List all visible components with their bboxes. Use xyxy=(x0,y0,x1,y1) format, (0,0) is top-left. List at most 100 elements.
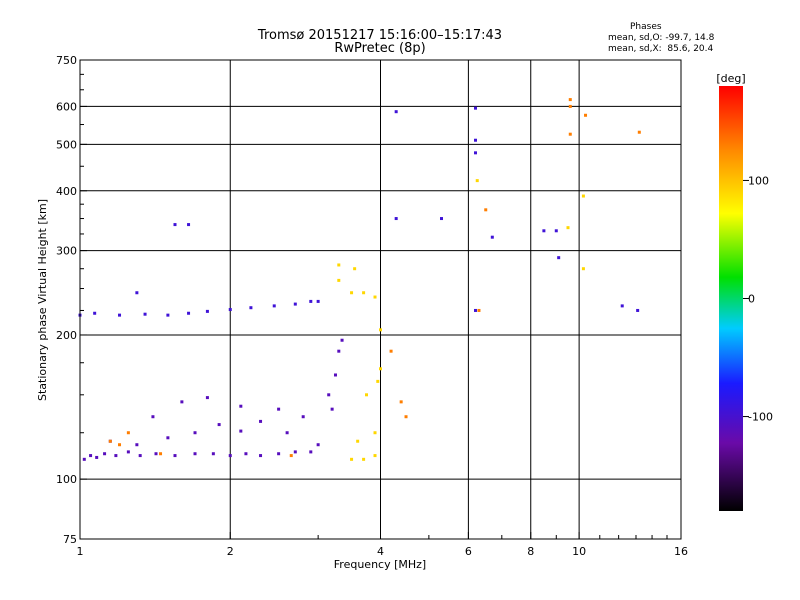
echo-point xyxy=(187,311,191,315)
echo-point xyxy=(394,217,398,221)
echo-point xyxy=(293,302,297,306)
echo-point xyxy=(379,367,382,371)
echo-point xyxy=(289,454,293,458)
echo-point xyxy=(542,229,546,233)
echo-point xyxy=(205,396,209,400)
echo-point xyxy=(154,452,158,456)
x-tick-label: 2 xyxy=(227,545,234,558)
echo-point xyxy=(356,439,360,443)
echo-point xyxy=(228,454,232,458)
echo-point xyxy=(259,454,263,458)
echo-point xyxy=(473,106,477,110)
echo-point xyxy=(337,278,341,282)
x-tick-label: 6 xyxy=(465,545,472,558)
echo-point xyxy=(353,267,357,271)
echo-point xyxy=(173,454,177,458)
echo-point xyxy=(193,431,197,435)
y-tick-label: 75 xyxy=(63,533,77,546)
chart-subtitle: RwPretec (8p) xyxy=(334,41,426,56)
echo-point xyxy=(473,308,477,312)
echo-point xyxy=(490,235,494,239)
x-tick-label: 8 xyxy=(527,545,534,558)
colorbar-tick-label: 0 xyxy=(748,293,755,306)
echo-point xyxy=(277,452,281,456)
echo-point xyxy=(277,407,281,411)
echo-point xyxy=(389,349,393,353)
x-tick-label: 1 xyxy=(77,545,84,558)
colorbar xyxy=(719,86,743,511)
echo-point xyxy=(440,217,444,221)
phases-heading: Phases xyxy=(630,22,662,32)
echo-point xyxy=(95,455,99,459)
echo-point xyxy=(193,452,197,456)
phase-stats-o: mean, sd,O: -99.7, 14.8 xyxy=(608,33,715,43)
echo-point xyxy=(259,419,263,423)
echo-point xyxy=(333,373,337,377)
echo-point xyxy=(285,431,289,435)
y-tick-label: 500 xyxy=(56,138,77,151)
echo-point xyxy=(309,450,313,454)
colorbar-label: [deg] xyxy=(716,72,745,85)
echo-point xyxy=(159,452,163,456)
echo-point xyxy=(293,450,297,454)
echo-point xyxy=(350,291,354,295)
echo-point xyxy=(239,404,243,408)
y-tick-label: 300 xyxy=(56,245,77,258)
y-tick-label: 400 xyxy=(56,185,77,198)
echo-point xyxy=(568,132,572,136)
y-tick-label: 200 xyxy=(56,329,77,342)
echo-point xyxy=(568,98,572,102)
x-tick-label: 10 xyxy=(572,545,586,558)
echo-point xyxy=(394,110,398,114)
echo-point xyxy=(581,267,585,271)
colorbar-tick-label: 100 xyxy=(748,174,769,187)
echo-point xyxy=(620,304,624,308)
echo-point xyxy=(566,226,570,230)
echo-point xyxy=(373,295,377,299)
echo-point xyxy=(362,457,366,461)
echo-point xyxy=(205,309,209,313)
echo-point xyxy=(584,113,588,117)
echo-point xyxy=(151,415,155,419)
echo-point xyxy=(350,457,354,461)
echo-point xyxy=(272,304,276,308)
echo-point xyxy=(249,306,253,310)
echo-point xyxy=(244,452,248,456)
echo-point xyxy=(557,256,561,260)
colorbar-tick-label: -100 xyxy=(748,411,773,424)
echo-point xyxy=(114,454,118,458)
echo-point xyxy=(82,457,86,461)
echo-point xyxy=(173,223,177,227)
echo-point xyxy=(135,291,139,295)
echo-point xyxy=(330,407,334,411)
echo-point xyxy=(309,299,313,303)
echo-point xyxy=(581,194,585,198)
echo-point xyxy=(228,308,232,312)
echo-point xyxy=(239,429,243,433)
echo-point xyxy=(379,328,382,332)
echo-point xyxy=(477,308,481,312)
echo-point xyxy=(89,454,93,458)
echo-point xyxy=(568,104,572,108)
echo-point xyxy=(103,452,107,456)
echo-point xyxy=(118,313,122,317)
echo-point xyxy=(337,349,341,353)
echo-point xyxy=(373,431,377,435)
echo-point xyxy=(166,313,170,317)
echo-point xyxy=(138,454,142,458)
x-tick-label: 16 xyxy=(674,545,688,558)
echo-point xyxy=(126,450,130,454)
echo-point xyxy=(118,443,122,447)
echo-point xyxy=(365,393,369,397)
echo-point xyxy=(554,229,558,233)
y-tick-label: 100 xyxy=(56,473,77,486)
echo-point xyxy=(327,393,331,397)
echo-point xyxy=(108,439,112,443)
echo-point xyxy=(211,452,215,456)
echo-point xyxy=(399,400,403,404)
echo-point xyxy=(301,415,305,419)
echo-point xyxy=(126,431,130,435)
echo-point xyxy=(636,308,640,312)
echo-point xyxy=(93,311,97,315)
echo-point xyxy=(135,443,139,447)
